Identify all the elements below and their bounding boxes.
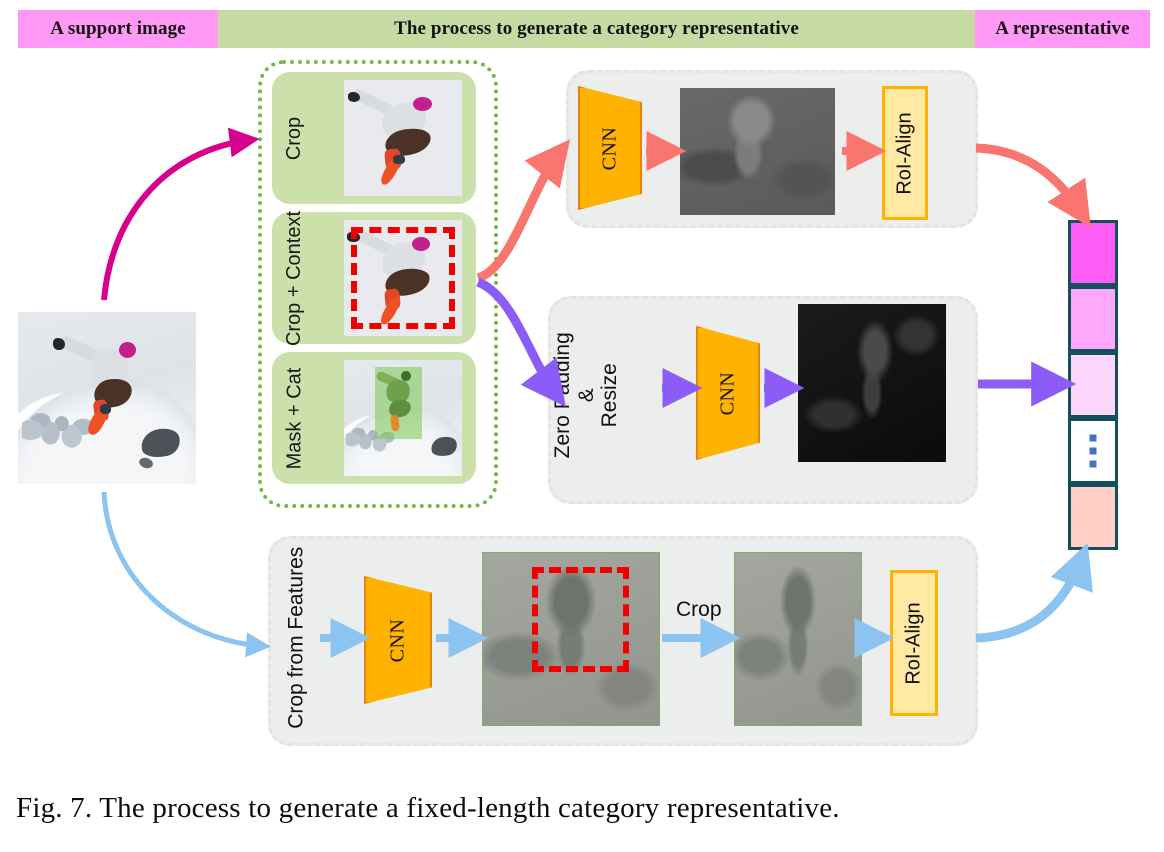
vertical-ellipsis-icon	[1089, 434, 1097, 468]
crop-card-mask-cat[interactable]: Mask + Cat	[272, 352, 476, 484]
roi-align-bottom[interactable]: RoI-Align	[890, 570, 938, 716]
header-band-support-image: A support image	[18, 10, 218, 48]
representative-vector	[1068, 220, 1118, 550]
feature-map-bottom-with-box	[482, 552, 660, 726]
crop-card-crop-context[interactable]: Crop + Context	[272, 210, 476, 346]
header-band-process: The process to generate a category repre…	[218, 10, 975, 48]
crop-region-box	[532, 566, 629, 672]
snowboarder-figure	[347, 87, 452, 189]
arrow-bottom-branch-to-vector	[975, 542, 1093, 643]
vector-cell-5	[1068, 484, 1118, 550]
crop-step-label: Crop	[676, 598, 722, 621]
feature-map-middle	[798, 304, 946, 462]
crop-card-label-mask-cat: Mask + Cat	[283, 367, 306, 469]
crop-card-label-crop: Crop	[283, 116, 306, 160]
feature-map-bottom-cropped	[734, 552, 862, 726]
thumb-crop-context	[344, 220, 462, 336]
arrow-top-branch-to-vector	[975, 143, 1091, 228]
cnn-block-top[interactable]: CNN	[578, 86, 642, 210]
figure-caption: Fig. 7. The process to generate a fixed-…	[16, 792, 840, 824]
context-bounding-box	[351, 226, 455, 330]
vector-cell-ellipsis	[1068, 418, 1118, 484]
vector-cell-2	[1068, 286, 1118, 352]
header-band-representative: A representative	[975, 10, 1150, 48]
feature-map-top	[680, 88, 835, 215]
snowboarder-figure	[374, 369, 422, 436]
support-image	[18, 312, 196, 484]
cnn-block-middle[interactable]: CNN	[696, 326, 760, 460]
snowboarder-figure	[52, 334, 156, 443]
crop-card-label-crop-context: Crop + Context	[283, 210, 306, 346]
pine-trees-shape	[21, 380, 93, 460]
vector-cell-3	[1068, 352, 1118, 418]
crop-from-features-label: Crop from Features	[284, 546, 308, 730]
arrow-support-to-bottom-branch	[101, 491, 271, 658]
cnn-block-bottom[interactable]: CNN	[364, 576, 432, 704]
crop-card-crop[interactable]: Crop	[272, 72, 476, 204]
thumb-crop	[344, 80, 462, 196]
vector-cell-1	[1068, 220, 1118, 286]
roi-align-top[interactable]: RoI-Align	[882, 86, 928, 220]
arrow-support-to-crop-group	[101, 127, 260, 301]
thumb-mask-cat	[344, 360, 462, 476]
zero-padding-resize-label: Zero Padding & Resize	[550, 331, 621, 459]
